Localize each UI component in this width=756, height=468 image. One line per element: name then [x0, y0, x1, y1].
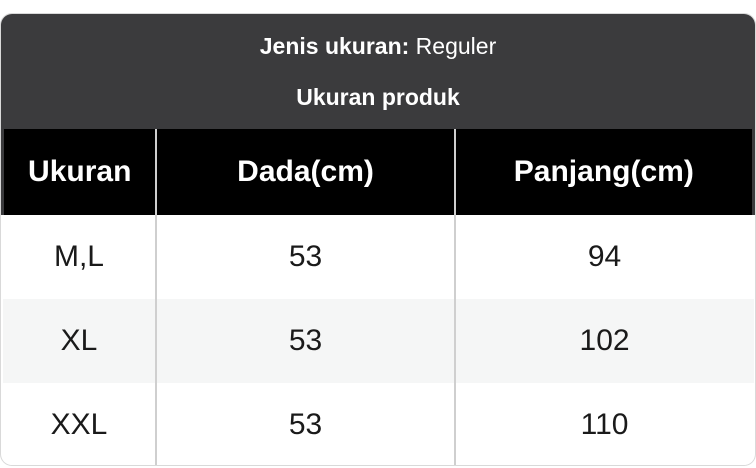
size-cell: XL [2, 299, 157, 383]
column-header-ukuran: Ukuran [1, 129, 157, 215]
table-row-ml: M,L 53 94 [2, 215, 754, 299]
table-row-xxl: XXL 53 110 [2, 383, 754, 465]
header-row: Ukuran Dada(cm) Panjang(cm) [1, 129, 755, 215]
size-chart-caption: Jenis ukuran: Reguler Ukuran produk [1, 14, 755, 129]
panjang-cell: 110 [453, 383, 754, 465]
size-cell: M,L [2, 215, 157, 299]
size-cell: XXL [2, 383, 157, 465]
table-row-xl: XL 53 102 [2, 299, 754, 383]
size-type-value: Reguler [409, 32, 497, 59]
size-chart-card: Jenis ukuran: Reguler Ukuran produk Ukur… [0, 13, 756, 466]
size-table-title: Ukuran produk [296, 83, 460, 110]
size-type-label: Jenis ukuran: [259, 32, 410, 59]
panjang-cell: 102 [453, 299, 754, 383]
size-table-head: Ukuran Dada(cm) Panjang(cm) [1, 129, 755, 215]
column-header-panjang: Panjang(cm) [453, 129, 755, 215]
size-table-body: M,L 53 94 XL 53 102 XXL 53 110 [2, 215, 754, 465]
dada-cell: 53 [155, 383, 455, 465]
dada-cell: 53 [155, 215, 455, 299]
size-type-line: Jenis ukuran: Reguler [260, 33, 496, 60]
dada-cell: 53 [155, 299, 455, 383]
column-header-dada: Dada(cm) [155, 129, 455, 215]
panjang-cell: 94 [453, 215, 754, 299]
size-table: Ukuran Dada(cm) Panjang(cm) M,L 53 94 XL… [1, 129, 755, 465]
